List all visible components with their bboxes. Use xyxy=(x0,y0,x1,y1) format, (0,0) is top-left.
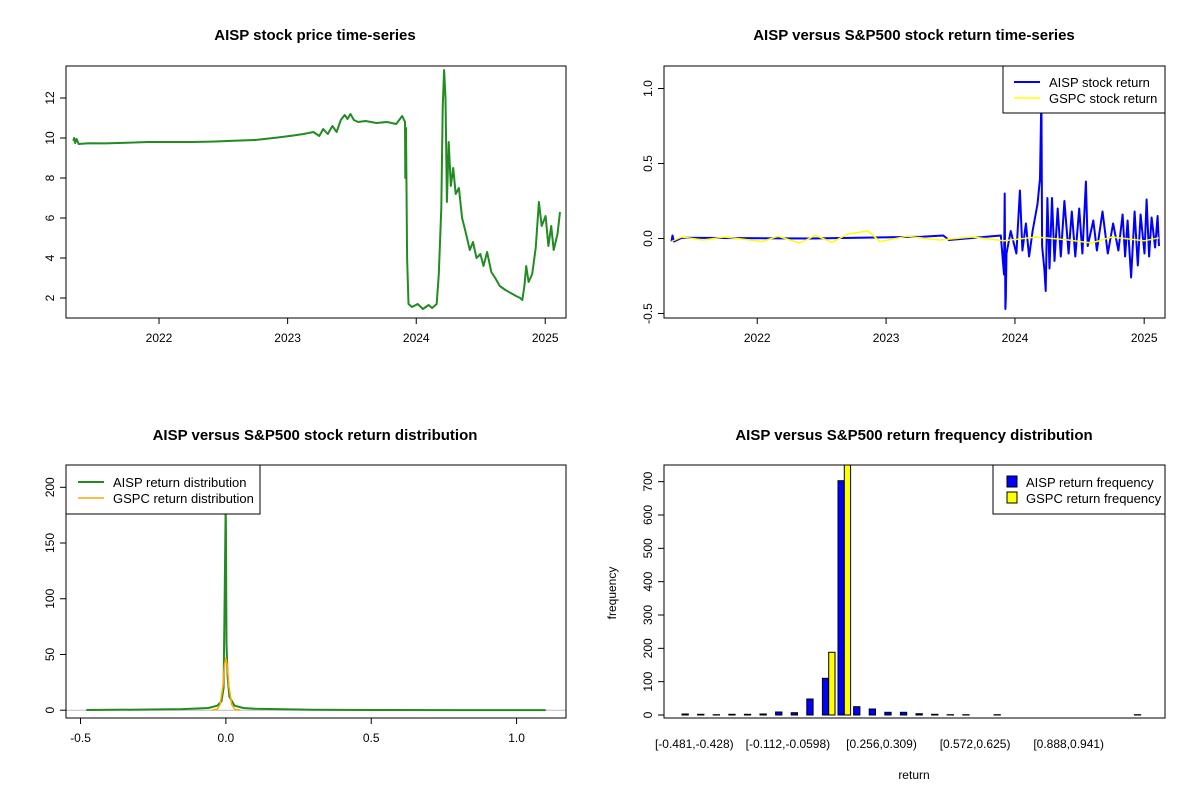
chart-title: AISP stock price time-series xyxy=(214,27,416,44)
price-series-line xyxy=(72,69,561,310)
y-tick-label: 400 xyxy=(641,571,655,591)
legend-label: AISP return frequency xyxy=(1026,475,1154,490)
x-category-label: [0.572,0.625) xyxy=(940,737,1011,751)
legend: AISP return frequency GSPC return freque… xyxy=(992,464,1166,515)
y-tick-label: 0 xyxy=(641,711,655,718)
x-tick-label: 2023 xyxy=(274,331,301,345)
bar xyxy=(828,651,836,716)
legend-label: GSPC return distribution xyxy=(113,491,254,506)
bar xyxy=(681,713,689,716)
x-tick-label: 2025 xyxy=(532,331,559,345)
plot-frame xyxy=(663,65,1166,319)
bar xyxy=(728,713,736,716)
panel-return-distribution: AISP versus S&P500 stock return distribu… xyxy=(43,427,567,745)
panel-return-timeseries: AISP versus S&P500 stock return time-ser… xyxy=(641,27,1166,345)
x-tick-label: 0.5 xyxy=(363,731,380,745)
axes: 0 100 200 300 400 500 600 700 [-0.481,-0.428) [-0… xyxy=(641,471,1104,751)
bar xyxy=(931,713,939,716)
y-tick-label: 12 xyxy=(43,91,57,105)
y-tick-label: 100 xyxy=(43,588,57,608)
x-tick-label: 0.0 xyxy=(218,731,235,745)
y-tick-label: 10 xyxy=(43,131,57,145)
bar xyxy=(853,706,861,716)
legend-swatch xyxy=(1006,475,1018,488)
x-category-label: [0.888,0.941) xyxy=(1033,737,1104,751)
legend: AISP stock return GSPC stock return xyxy=(1002,65,1166,114)
bar xyxy=(915,713,923,716)
y-tick-label: 2 xyxy=(43,294,57,301)
x-tick-label: -0.5 xyxy=(70,731,91,745)
y-tick-label: 500 xyxy=(641,538,655,558)
y-tick-label: 6 xyxy=(43,214,57,221)
aisp-density-line xyxy=(86,510,546,712)
x-category-label: [0.256,0.309) xyxy=(846,737,917,751)
bar xyxy=(775,711,783,716)
x-tick-label: 2025 xyxy=(1131,331,1158,345)
legend-swatch xyxy=(1006,491,1018,504)
series-lines xyxy=(670,93,1160,310)
bar xyxy=(697,713,705,716)
y-tick-label: 8 xyxy=(43,174,57,181)
chart-title: AISP versus S&P500 return frequency dist… xyxy=(735,427,1092,444)
y-tick-label: 700 xyxy=(641,471,655,491)
x-axis-label: return xyxy=(898,768,929,782)
gspc-return-line xyxy=(671,230,1160,244)
x-tick-label: 2022 xyxy=(744,331,771,345)
bar xyxy=(899,711,908,716)
panel-price-timeseries: AISP stock price time-series 2022 2023 202… xyxy=(43,27,567,345)
y-tick-label: 4 xyxy=(43,254,57,261)
y-tick-label: 100 xyxy=(641,671,655,691)
legend-box xyxy=(1002,65,1166,114)
aisp-return-line xyxy=(670,93,1160,310)
bar xyxy=(884,711,892,716)
series-lines xyxy=(72,69,561,310)
legend-label: AISP return distribution xyxy=(113,475,246,490)
panel-return-frequency: AISP versus S&P500 return frequency dist… xyxy=(605,427,1166,782)
y-tick-label: 50 xyxy=(43,647,57,661)
bar xyxy=(759,713,767,716)
y-tick-label: 150 xyxy=(43,533,57,553)
x-tick-label: 2023 xyxy=(873,331,900,345)
y-tick-label: -0.5 xyxy=(641,303,655,324)
legend-box xyxy=(992,464,1166,515)
chart-title: AISP versus S&P500 stock return time-ser… xyxy=(753,27,1075,44)
legend-box xyxy=(65,464,261,515)
bar xyxy=(868,708,877,716)
y-axis-label: frequency xyxy=(605,567,619,620)
legend-label: GSPC return frequency xyxy=(1026,491,1162,506)
y-tick-label: 200 xyxy=(641,638,655,658)
x-tick-label: 2022 xyxy=(146,331,173,345)
legend-label: AISP stock return xyxy=(1049,75,1150,90)
y-tick-label: 0 xyxy=(43,707,57,714)
bar xyxy=(806,698,814,716)
gspc-density-line xyxy=(211,657,241,711)
y-tick-label: 1.0 xyxy=(641,80,655,97)
plot-frame xyxy=(663,464,1166,719)
bar xyxy=(790,712,799,716)
y-tick-label: 0.0 xyxy=(641,230,655,247)
plot-frame xyxy=(65,65,567,319)
x-tick-label: 1.0 xyxy=(508,731,525,745)
plot-frame xyxy=(65,464,567,719)
y-tick-label: 200 xyxy=(43,477,57,497)
y-tick-label: 0.5 xyxy=(641,155,655,172)
bar xyxy=(821,677,830,716)
x-tick-label: 2024 xyxy=(1002,331,1029,345)
x-category-label: [-0.112,-0.0598) xyxy=(746,737,831,751)
y-tick-label: 600 xyxy=(641,505,655,525)
legend: AISP return distribution GSPC return dis… xyxy=(65,464,261,515)
x-tick-label: 2024 xyxy=(403,331,430,345)
axes: -0.5 0.0 0.5 1.0 0 50 100 150 200 xyxy=(43,477,525,745)
bar xyxy=(843,464,852,716)
bar xyxy=(743,713,752,716)
chart-title: AISP versus S&P500 stock return distribu… xyxy=(153,427,478,444)
x-category-label: [-0.481,-0.428) xyxy=(655,737,734,751)
bar xyxy=(837,480,845,716)
series-lines xyxy=(66,510,566,712)
legend-label: GSPC stock return xyxy=(1049,91,1157,106)
axes: 2022 2023 2024 2025 2 4 6 8 10 12 xyxy=(43,91,559,345)
y-tick-label: 300 xyxy=(641,605,655,625)
